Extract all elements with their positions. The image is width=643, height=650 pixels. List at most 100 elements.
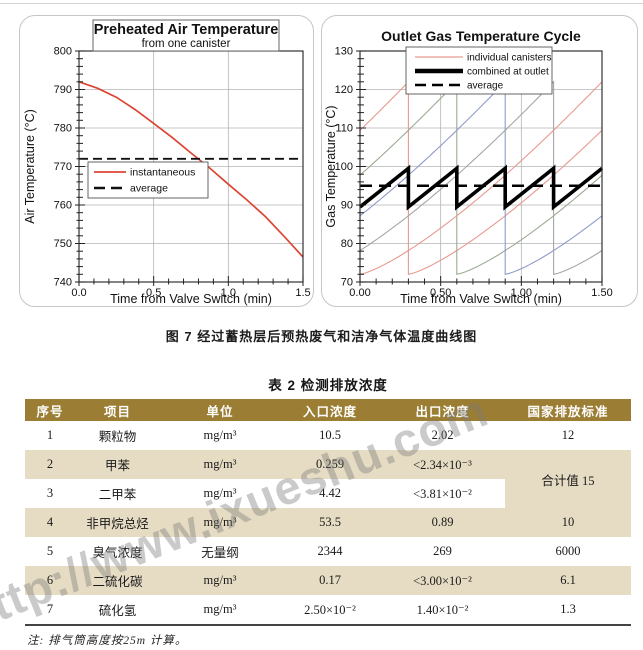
x-axis-label: Time from Valve Switch (min): [110, 292, 272, 306]
table-cell: 3: [46, 486, 54, 500]
svg-text:Preheated Air Temperature: Preheated Air Temperature: [94, 22, 279, 38]
svg-text:770: 770: [54, 161, 72, 173]
table-cell: 0.89: [380, 508, 505, 537]
table-cell: 10.5: [319, 428, 341, 442]
table-cell: 2.02: [431, 428, 454, 442]
table-cell: 4.42: [319, 486, 341, 500]
series-individual-canister: [359, 81, 603, 275]
table-cell: <2.34×10⁻³: [380, 450, 505, 479]
table-row-5: 5 臭气浓度 无量纲 2344 269 6000: [25, 537, 631, 566]
outlet-gas-temperature-chart: 0.00 0.50 1.00 1.50 70 80 90 100 110 120 130 Time f…: [324, 28, 613, 306]
table-row-1: 1 颗粒物 mg/m³ 10.5 2.02 12: [25, 421, 631, 450]
svg-text:0.5: 0.5: [146, 287, 161, 299]
series-individual-canister: [359, 80, 603, 275]
legend-label: average: [130, 183, 168, 195]
table-title: 表 2 检测排放浓度: [268, 378, 388, 393]
table-cell: 6000: [555, 544, 581, 558]
x-axis-label: Time from Valve Switch (min): [400, 292, 562, 306]
legend-label: combined at outlet: [467, 67, 549, 78]
svg-text:130: 130: [335, 46, 353, 58]
table-cell: mg/m³: [203, 486, 237, 500]
svg-text:800: 800: [54, 46, 72, 58]
series-instantaneous: [78, 80, 304, 258]
table-cell: 0.259: [280, 450, 380, 479]
chart-title: Outlet Gas Temperature Cycle: [381, 28, 581, 44]
table-cell: mg/m³: [160, 508, 280, 537]
svg-text:from one canister: from one canister: [142, 38, 231, 50]
table-cell: 1: [46, 428, 54, 442]
table-cell: 臭气浓度: [92, 546, 143, 560]
table-header-row: 序号 项目 单位 入口浓度 出口浓度 国家排放标准: [25, 399, 631, 421]
svg-text:110: 110: [335, 123, 353, 135]
svg-text:740: 740: [54, 277, 72, 289]
svg-text:70: 70: [341, 277, 353, 289]
emissions-table: 序号 项目 单位 入口浓度 出口浓度 国家排放标准 1 颗粒物 mg/m³ 10.5 2.02 12…: [25, 399, 631, 626]
svg-text:0.0: 0.0: [71, 287, 86, 299]
table-cell: <3.00×10⁻²: [380, 566, 505, 595]
svg-text:1.0: 1.0: [221, 287, 236, 299]
column-header: 单位: [160, 399, 280, 421]
table-cell: 非甲烷总烃: [75, 508, 160, 537]
table-row-7: 7 硫化氢 mg/m³ 2.50×10⁻² 1.40×10⁻² 1.3: [25, 595, 631, 626]
table-cell: 2344: [317, 544, 343, 558]
table-cell: 2: [25, 450, 75, 479]
figure-caption: 图 7 经过蓄热层后预热废气和洁净气体温度曲线图: [165, 329, 478, 344]
axis-ticks: [75, 50, 304, 286]
svg-text:0.00: 0.00: [349, 287, 370, 299]
column-header: 序号: [25, 399, 75, 421]
table-cell: 颗粒物: [98, 430, 137, 444]
table-row-2: 2 甲苯 mg/m³ 0.259 <2.34×10⁻³ 合计值 15: [25, 450, 631, 508]
series-individual-canister: [359, 80, 603, 275]
table-cell: 269: [433, 544, 452, 558]
outlet-gas-chart-panel: 0.00 0.50 1.00 1.50 70 80 90 100 110 120 130 Time f…: [321, 15, 638, 307]
y-axis-label: Air Temperature (°C): [23, 109, 37, 224]
column-header: 入口浓度: [280, 399, 380, 421]
table-cell: 2.50×10⁻²: [280, 595, 380, 626]
table-cell: 53.5: [280, 508, 380, 537]
table-cell: 12: [561, 428, 575, 442]
svg-text:1.00: 1.00: [511, 287, 532, 299]
page-top-rule: [0, 3, 643, 4]
svg-text:790: 790: [54, 84, 72, 96]
table-cell: <3.81×10⁻²: [413, 486, 472, 501]
series: [78, 80, 304, 258]
table-cell: 6.1: [505, 566, 631, 595]
table-cell: 1.40×10⁻²: [380, 595, 505, 626]
column-header: 出口浓度: [380, 399, 505, 421]
column-header: 项目: [75, 399, 160, 421]
svg-text:1.50: 1.50: [591, 287, 612, 299]
svg-text:780: 780: [54, 123, 72, 135]
table-cell: 5: [46, 544, 54, 558]
svg-text:0.50: 0.50: [430, 287, 451, 299]
table-cell: mg/m³: [160, 595, 280, 626]
table-row-3: 3 二甲苯 mg/m³ 4.42 <3.81×10⁻²: [25, 479, 631, 508]
y-axis-label: Gas Temperature (°C): [324, 105, 338, 227]
table-cell: mg/m³: [160, 450, 280, 479]
table-cell: 合计值 15: [505, 450, 631, 508]
svg-text:90: 90: [341, 200, 353, 212]
legend-label: average: [467, 81, 504, 92]
series-individual-canister: [359, 80, 603, 275]
svg-text:100: 100: [335, 161, 353, 173]
legend: instantaneous average: [87, 161, 209, 199]
svg-text:750: 750: [54, 238, 72, 250]
table-row-6: 6 二硫化碳 mg/m³ 0.17 <3.00×10⁻² 6.1: [25, 566, 631, 595]
svg-text:760: 760: [54, 200, 72, 212]
table-cell: 6: [25, 566, 75, 595]
table-row-4: 4 非甲烷总烃 mg/m³ 53.5 0.89 10: [25, 508, 631, 537]
table-cell: 1.3: [505, 595, 631, 626]
legend-label: individual canisters: [467, 53, 552, 64]
table-cell: mg/m³: [203, 428, 237, 442]
axis-ticks: [356, 50, 603, 286]
preheated-air-temperature-chart: 0.0 0.5 1.0 1.5 740 750 760 770 780 790 800 Time fr…: [23, 19, 311, 306]
tick-labels: 0.0 0.5 1.0 1.5 740 750 760 770 780 790 800: [54, 46, 311, 300]
table-cell: 二硫化碳: [75, 566, 160, 595]
emissions-table-section: 表 2 检测排放浓度 序号 项目 单位 入口浓度 出口浓度 国家排放标准 1 颗粒物 mg/m…: [25, 374, 631, 648]
svg-text:1.5: 1.5: [295, 287, 310, 299]
table-cell: 硫化氢: [75, 595, 160, 626]
table-cell: mg/m³: [160, 566, 280, 595]
table-note: 注: 排气筒高度按25m 计算。: [27, 635, 188, 647]
series-individual-canister: [359, 80, 603, 275]
table-cell: 甲苯: [75, 450, 160, 479]
svg-text:120: 120: [335, 84, 353, 96]
